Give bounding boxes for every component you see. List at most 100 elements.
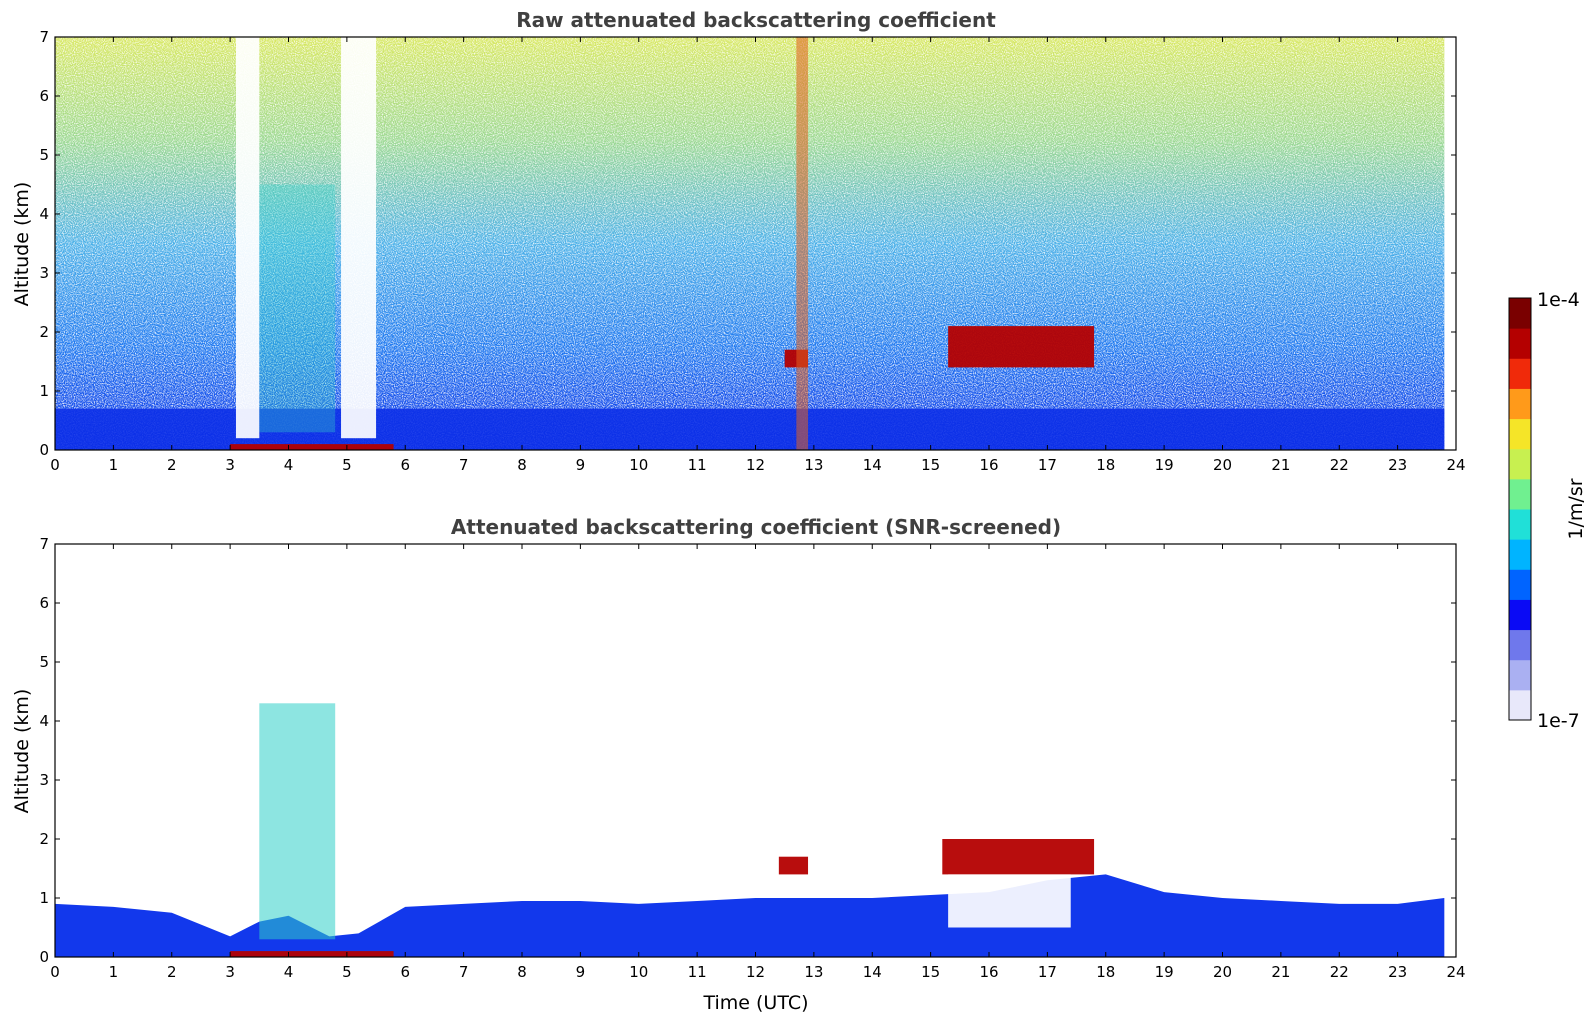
boundary-layer-region bbox=[55, 408, 1445, 450]
x-tick-label: 5 bbox=[342, 456, 352, 474]
y-tick-label: 2 bbox=[39, 830, 49, 848]
x-tick-label: 18 bbox=[1096, 456, 1115, 474]
x-tick-label: 17 bbox=[1038, 963, 1057, 981]
x-tick-label: 13 bbox=[804, 963, 823, 981]
colorbar-band bbox=[1509, 478, 1531, 510]
x-tick-label: 11 bbox=[688, 963, 707, 981]
colorbar-band bbox=[1509, 358, 1531, 389]
colorbar-band bbox=[1509, 539, 1531, 570]
x-tick-label: 9 bbox=[576, 456, 586, 474]
x-tick-label: 0 bbox=[50, 963, 60, 981]
y-tick-label: 3 bbox=[39, 264, 49, 282]
x-tick-label: 14 bbox=[863, 456, 882, 474]
screened-y-axis: 0 1 2 3 4 5 6 7 bbox=[39, 535, 1456, 966]
x-tick-label: 7 bbox=[459, 456, 469, 474]
y-tick-label: 0 bbox=[39, 441, 49, 459]
x-tick-label: 4 bbox=[284, 456, 294, 474]
raw-y-axis: 0 1 2 3 4 5 6 7 bbox=[39, 28, 1456, 459]
x-tick-label: 22 bbox=[1330, 963, 1349, 981]
x-tick-label: 21 bbox=[1271, 963, 1290, 981]
vertical-streak-region bbox=[796, 37, 809, 450]
colorbar-band bbox=[1509, 509, 1531, 540]
colorbar-max-label: 1e-4 bbox=[1537, 289, 1580, 311]
screened-x-axis: 0 1 2 3 4 5 6 7 8 9 10 11 12 13 14 15 16 17 18 19 20 21 22 23 24 bbox=[50, 544, 1466, 981]
x-tick-label: 15 bbox=[921, 963, 940, 981]
colorbar-band bbox=[1509, 659, 1531, 691]
colorbar: 1e-4 1e-7 1/m/sr bbox=[1508, 289, 1587, 732]
y-tick-label: 7 bbox=[39, 28, 49, 46]
x-tick-label: 12 bbox=[746, 456, 765, 474]
clear-region-region bbox=[948, 874, 1071, 928]
y-tick-label: 6 bbox=[39, 594, 49, 612]
raw-heatmap bbox=[55, 37, 1445, 450]
y-tick-label: 4 bbox=[39, 205, 49, 223]
colorbar-band bbox=[1509, 418, 1531, 450]
y-tick-label: 6 bbox=[39, 87, 49, 105]
x-tick-label: 5 bbox=[342, 963, 352, 981]
screened-y-axis-label: Altitude (km) bbox=[11, 689, 33, 814]
y-tick-label: 3 bbox=[39, 771, 49, 789]
y-tick-label: 4 bbox=[39, 712, 49, 730]
x-tick-label: 23 bbox=[1388, 456, 1407, 474]
colorbar-band bbox=[1509, 629, 1531, 661]
x-tick-label: 8 bbox=[517, 963, 527, 981]
colorbar-band bbox=[1509, 599, 1531, 631]
screened-panel: Attenuated backscattering coefficient (S… bbox=[11, 515, 1466, 1014]
x-tick-label: 7 bbox=[459, 963, 469, 981]
x-tick-label: 0 bbox=[50, 456, 60, 474]
x-tick-label: 20 bbox=[1213, 456, 1232, 474]
colorbar-band bbox=[1509, 569, 1531, 600]
signal-gap-region bbox=[341, 37, 377, 439]
colorbar-min-label: 1e-7 bbox=[1537, 710, 1580, 732]
colorbar-band bbox=[1509, 298, 1531, 329]
colorbar-frame bbox=[1508, 297, 1532, 721]
x-tick-label: 18 bbox=[1096, 963, 1115, 981]
x-tick-label: 3 bbox=[225, 963, 235, 981]
x-tick-label: 2 bbox=[167, 456, 177, 474]
x-tick-label: 24 bbox=[1446, 963, 1465, 981]
x-tick-label: 9 bbox=[576, 963, 586, 981]
cloud-region bbox=[778, 856, 809, 875]
x-axis-label: Time (UTC) bbox=[702, 992, 808, 1014]
screened-panel-title: Attenuated backscattering coefficient (S… bbox=[451, 515, 1061, 539]
colorbar-band bbox=[1509, 448, 1531, 480]
x-tick-label: 6 bbox=[400, 963, 410, 981]
x-tick-label: 6 bbox=[400, 456, 410, 474]
x-tick-label: 8 bbox=[517, 456, 527, 474]
x-tick-label: 1 bbox=[109, 963, 119, 981]
x-tick-label: 11 bbox=[688, 456, 707, 474]
y-tick-label: 5 bbox=[39, 146, 49, 164]
y-tick-label: 1 bbox=[39, 382, 49, 400]
colorbar-band bbox=[1509, 689, 1531, 721]
x-tick-label: 16 bbox=[979, 456, 998, 474]
x-tick-label: 2 bbox=[167, 963, 177, 981]
x-tick-label: 1 bbox=[109, 456, 119, 474]
x-tick-label: 12 bbox=[746, 963, 765, 981]
raw-x-axis: 0 1 2 3 4 5 6 7 8 9 10 11 12 13 14 15 16 17 18 19 20 21 22 23 24 bbox=[50, 37, 1466, 474]
y-tick-label: 2 bbox=[39, 323, 49, 341]
raw-panel-title: Raw attenuated backscattering coefficien… bbox=[516, 8, 996, 32]
colorbar-gradient bbox=[1509, 298, 1531, 721]
x-tick-label: 22 bbox=[1330, 456, 1349, 474]
noise-speckle bbox=[55, 37, 1445, 450]
colorbar-unit-label: 1/m/sr bbox=[1565, 478, 1587, 539]
strong-layer-region bbox=[230, 951, 394, 957]
x-tick-label: 17 bbox=[1038, 456, 1057, 474]
x-tick-label: 4 bbox=[284, 963, 294, 981]
x-tick-label: 3 bbox=[225, 456, 235, 474]
strong-layer-region bbox=[230, 444, 394, 450]
y-tick-label: 7 bbox=[39, 535, 49, 553]
x-tick-label: 14 bbox=[863, 963, 882, 981]
x-tick-label: 16 bbox=[979, 963, 998, 981]
cloud-region bbox=[942, 839, 1095, 875]
x-tick-label: 13 bbox=[804, 456, 823, 474]
x-tick-label: 24 bbox=[1446, 456, 1465, 474]
signal-gap-region bbox=[235, 37, 260, 439]
y-tick-label: 0 bbox=[39, 948, 49, 966]
aerosol-plume-region bbox=[259, 184, 336, 433]
raw-y-axis-label: Altitude (km) bbox=[11, 182, 33, 307]
cloud-region bbox=[948, 326, 1095, 368]
x-tick-label: 21 bbox=[1271, 456, 1290, 474]
colorbar-band bbox=[1509, 388, 1531, 420]
raw-panel: Raw attenuated backscattering coefficien… bbox=[11, 8, 1466, 474]
